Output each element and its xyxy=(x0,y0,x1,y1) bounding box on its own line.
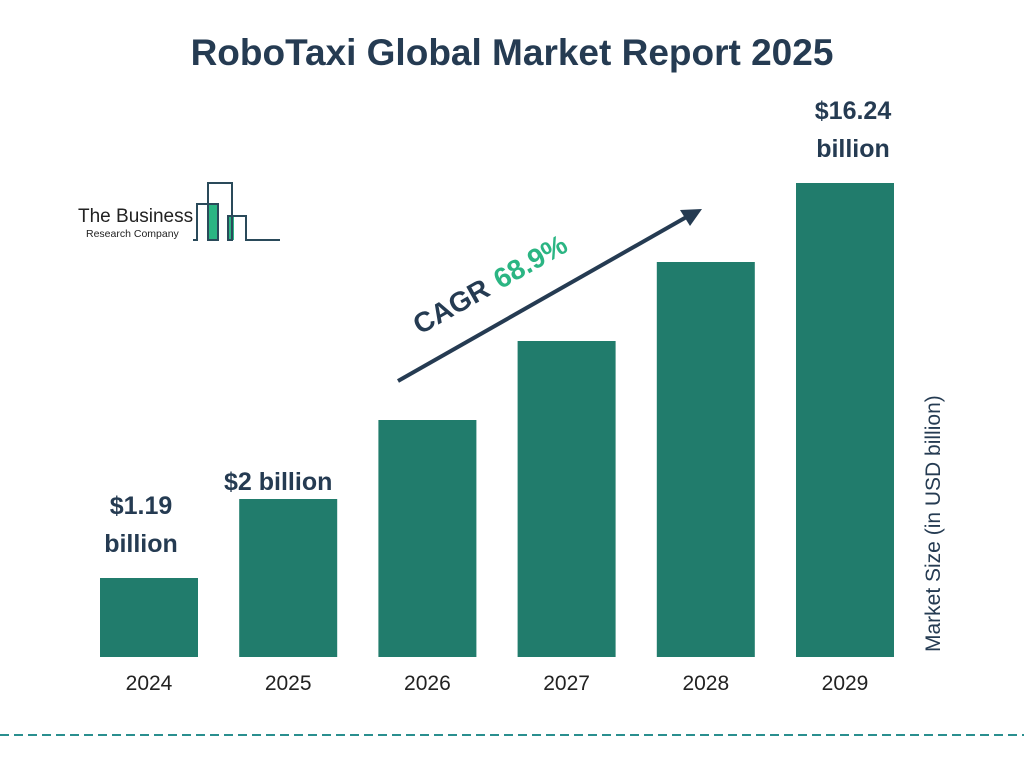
logo-line1: The Business xyxy=(78,206,193,227)
bar-2028 xyxy=(656,262,755,657)
data-label: $2 billion xyxy=(224,468,332,496)
data-label: billion xyxy=(816,135,890,163)
cagr-text: CAGR68.9% xyxy=(408,229,573,341)
logo: The Business Research Company xyxy=(78,182,280,241)
bar-2027 xyxy=(517,341,616,657)
bar-2029 xyxy=(796,183,894,657)
x-tick-label: 2027 xyxy=(543,672,590,695)
arrow-head-icon xyxy=(680,209,702,226)
x-tick-label: 2025 xyxy=(265,672,312,695)
bar-2025 xyxy=(239,499,338,657)
bar-2024 xyxy=(100,578,198,657)
x-tick-label: 2026 xyxy=(404,672,451,695)
data-label: $16.24 xyxy=(815,97,892,125)
x-tick-label: 2024 xyxy=(126,672,173,695)
bar-2026 xyxy=(378,420,477,657)
x-tick-label: 2029 xyxy=(822,672,869,695)
data-label: billion xyxy=(104,530,178,558)
logo-line2: Research Company xyxy=(86,228,180,240)
data-label: $1.19 xyxy=(110,492,173,520)
chart-title: RoboTaxi Global Market Report 2025 xyxy=(190,32,834,73)
y-axis-label: Market Size (in USD billion) xyxy=(922,395,945,652)
cagr-arrow-line xyxy=(397,213,691,383)
x-tick-label: 2028 xyxy=(682,672,729,695)
